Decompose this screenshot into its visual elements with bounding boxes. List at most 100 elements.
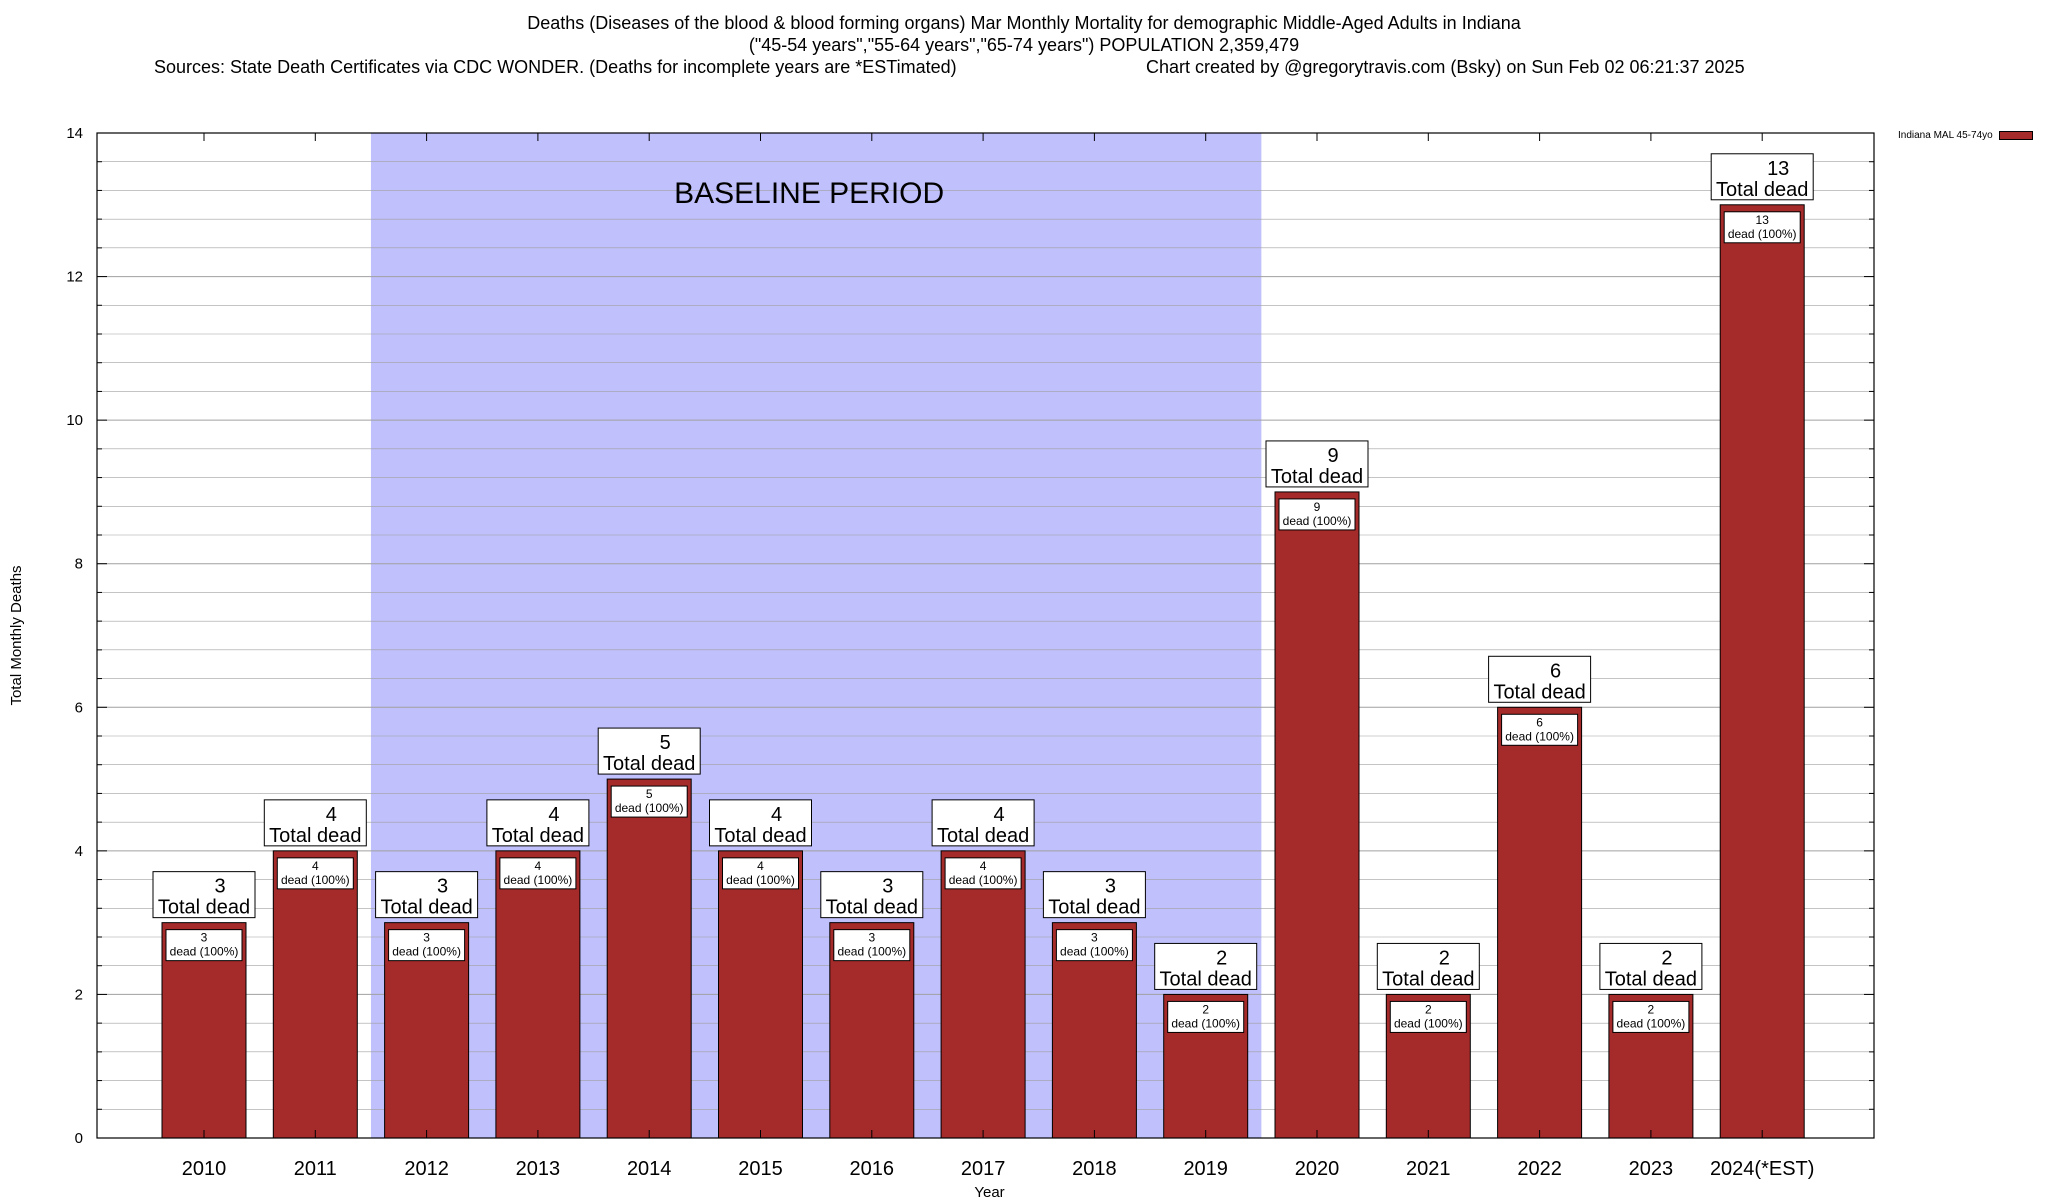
bar-total-label-box xyxy=(1265,440,1369,488)
bar-inner-value: 3 xyxy=(423,931,430,945)
y-axis-label: Total Monthly Deaths xyxy=(8,565,25,705)
bar-total-value: 13 xyxy=(1767,158,1789,180)
bar-inner-value: 2 xyxy=(1202,1002,1209,1016)
bar xyxy=(718,850,803,1139)
bar-total-label-box xyxy=(486,799,590,847)
bar-total-value: 4 xyxy=(994,804,1005,826)
bar-total-value: 2 xyxy=(1439,947,1450,969)
bar-total-label-box xyxy=(1488,655,1592,703)
bar xyxy=(1497,706,1583,1139)
bar-total-value: 3 xyxy=(1105,876,1116,898)
bar-total-value: 6 xyxy=(1550,660,1561,682)
x-tick-label: 2017 xyxy=(961,1158,1006,1180)
y-tick-label: 10 xyxy=(66,412,83,429)
bar-inner-label: dead (100%) xyxy=(1394,1016,1463,1030)
bar-total-label-box xyxy=(152,871,256,919)
chart-title: Deaths (Diseases of the blood & blood fo… xyxy=(0,12,2048,56)
y-tick-label: 0 xyxy=(75,1130,83,1147)
title-line-1: Deaths (Diseases of the blood & blood fo… xyxy=(527,13,1521,33)
bar-inner-label: dead (100%) xyxy=(1171,1016,1240,1030)
legend-swatch xyxy=(1998,131,2033,140)
bar-inner-value: 2 xyxy=(1425,1002,1432,1016)
bar-inner-value: 5 xyxy=(646,787,653,801)
x-tick-label: 2010 xyxy=(182,1158,227,1180)
bar-inner-label-box xyxy=(833,929,911,962)
bar-total-label: Total dead xyxy=(1382,968,1474,990)
bar-total-label: Total dead xyxy=(1493,681,1585,703)
bar-total-value: 3 xyxy=(882,876,893,898)
bar-total-value: 3 xyxy=(214,876,225,898)
bar-inner-label-box xyxy=(944,857,1022,890)
bar-total-label: Total dead xyxy=(714,825,806,847)
x-tick-label: 2022 xyxy=(1517,1158,1562,1180)
bar-inner-label-box xyxy=(1501,713,1579,746)
bar-inner-label: dead (100%) xyxy=(1505,729,1574,743)
bar-total-label-box xyxy=(1042,871,1146,919)
bar-total-label: Total dead xyxy=(937,825,1029,847)
bar-total-value: 2 xyxy=(1216,947,1227,969)
title-line-2: ("45-54 years","55-64 years","65-74 year… xyxy=(748,35,1300,55)
x-tick-label: 2019 xyxy=(1183,1158,1228,1180)
bar-inner-label: dead (100%) xyxy=(504,873,573,887)
plot-frame xyxy=(96,132,1875,1139)
bar-total-label-box xyxy=(709,799,812,847)
bar-inner-value: 9 xyxy=(1314,500,1321,514)
bar-total-label: Total dead xyxy=(1048,897,1140,919)
x-tick-label: 2020 xyxy=(1295,1158,1340,1180)
bar-inner-label-box xyxy=(276,857,354,890)
x-tick-label: 2016 xyxy=(850,1158,895,1180)
x-tick-label: 2023 xyxy=(1629,1158,1674,1180)
bar-inner-value: 6 xyxy=(1536,715,1543,729)
bar-total-value: 4 xyxy=(771,804,782,826)
y-tick-label: 14 xyxy=(66,125,83,142)
y-tick-label: 2 xyxy=(75,986,83,1003)
bar-inner-label-box xyxy=(499,857,577,890)
bar-total-label-box xyxy=(1154,942,1258,990)
bar-total-label: Total dead xyxy=(1605,968,1697,990)
bar-inner-label-box xyxy=(1167,1000,1245,1033)
bar-total-label: Total dead xyxy=(492,825,584,847)
x-tick-label: 2012 xyxy=(404,1158,449,1180)
bar-inner-label-box xyxy=(722,857,799,890)
y-tick-label: 8 xyxy=(75,556,83,573)
bar-total-label-box xyxy=(263,799,367,847)
legend: Indiana MAL 45-74yo xyxy=(1898,130,2033,141)
bar-inner-value: 4 xyxy=(535,859,542,873)
bar-inner-value: 2 xyxy=(1648,1002,1655,1016)
bar-inner-label: dead (100%) xyxy=(1060,945,1129,959)
bar-total-value: 3 xyxy=(437,876,448,898)
bar-inner-label: dead (100%) xyxy=(1283,514,1352,528)
y-tick-label: 6 xyxy=(75,699,83,716)
bar xyxy=(1719,204,1805,1139)
bar-total-value: 2 xyxy=(1661,947,1672,969)
bar-total-label-box xyxy=(597,727,701,775)
x-tick-label: 2011 xyxy=(294,1158,337,1180)
bar-inner-value: 13 xyxy=(1756,213,1770,227)
x-tick-label: 2015 xyxy=(738,1158,783,1180)
bar-total-label: Total dead xyxy=(380,897,472,919)
x-axis-label: Year xyxy=(974,1184,1004,1200)
bar-total-value: 4 xyxy=(326,804,337,826)
bar-total-label: Total dead xyxy=(1160,968,1252,990)
bar-total-label: Total dead xyxy=(269,825,361,847)
bar-total-value: 9 xyxy=(1327,445,1338,467)
bar-inner-value: 3 xyxy=(201,931,208,945)
bar-inner-value: 4 xyxy=(757,859,764,873)
bar-inner-label-box xyxy=(1389,1000,1467,1033)
bar-total-label-box xyxy=(931,799,1035,847)
bar-inner-label: dead (100%) xyxy=(392,945,461,959)
bar-total-label-box xyxy=(1710,153,1814,201)
bar-inner-label: dead (100%) xyxy=(949,873,1018,887)
bar-inner-label: dead (100%) xyxy=(837,945,906,959)
bar xyxy=(272,850,358,1139)
bar-inner-value: 4 xyxy=(980,859,987,873)
bar-inner-label-box xyxy=(1723,211,1801,244)
bar-inner-label: dead (100%) xyxy=(170,945,239,959)
legend-label: Indiana MAL 45-74yo xyxy=(1898,130,1993,141)
bar-total-label-box xyxy=(820,871,924,919)
bar-total-label-box xyxy=(375,871,479,919)
bar-total-label-box xyxy=(1599,942,1703,990)
bar-inner-label: dead (100%) xyxy=(615,801,684,815)
sources-text: Sources: State Death Certificates via CD… xyxy=(154,57,957,77)
bar-inner-label-box xyxy=(1612,1000,1690,1033)
